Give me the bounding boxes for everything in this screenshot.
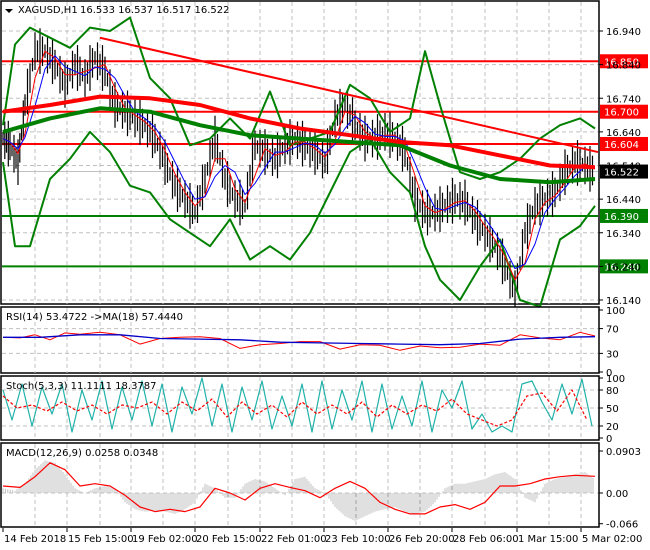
triangle-down-icon[interactable] <box>5 9 13 13</box>
bollinger-lower <box>2 130 596 308</box>
macd-series <box>2 460 596 521</box>
axis-label: 16.840 <box>606 61 641 72</box>
chart-header: XAGUSD,H1 16.533 16.537 16.517 16.522 <box>5 5 230 16</box>
symbol-label: XAGUSD,H1 <box>18 5 78 16</box>
axis-label: 16.540 <box>606 162 641 173</box>
time-label: 19 Feb 02:00 <box>132 534 198 545</box>
axis-label: 20 <box>606 422 619 433</box>
rsi-series <box>2 331 596 351</box>
level-tag <box>600 208 648 223</box>
price-axis: 16.940 16.840 16.740 16.640 16.540 16.440 16.3… <box>599 27 641 307</box>
axis-label: 16.140 <box>606 296 641 307</box>
level-tag <box>600 136 648 151</box>
axis-label: 30 <box>606 349 619 360</box>
time-label: 20 Feb 15:00 <box>196 534 262 545</box>
time-label: 14 Feb 2018 <box>4 534 66 545</box>
macd-label: MACD(12,26,9) 0.0258 0.0348 <box>6 448 158 459</box>
time-label: 28 Feb 06:00 <box>453 534 519 545</box>
axis-label: 16.640 <box>606 128 641 139</box>
axis-label: 70 <box>606 325 619 336</box>
macd-panel[interactable]: 0.0903 0.00 -0.066 MACD(12,26,9) 0.0258 0.… <box>0 442 641 531</box>
axis-label: 100 <box>606 374 625 385</box>
axis-label: 16.340 <box>606 229 641 240</box>
level-label: 16.700 <box>604 108 639 119</box>
time-label: 23 Feb 10:00 <box>325 534 391 545</box>
axis-label: 16.440 <box>606 195 641 206</box>
sma-red-thick <box>2 94 596 170</box>
sma-green-thick <box>2 106 596 185</box>
level-label: 16.604 <box>604 140 639 151</box>
axis-label: 16.940 <box>606 27 641 38</box>
time-label: 5 Mar 02:00 <box>582 534 642 545</box>
rsi-ma-line <box>3 334 596 346</box>
level-tag <box>600 104 648 119</box>
ma-red-thin <box>2 50 596 281</box>
time-label: 26 Feb 20:00 <box>389 534 455 545</box>
ohlc-values: 16.533 16.537 16.517 16.522 <box>80 5 230 16</box>
axis-label: 0 <box>606 434 612 445</box>
current-price-tag <box>600 164 648 179</box>
level-tag <box>600 259 648 274</box>
current-price-label: 16.522 <box>604 168 639 179</box>
ma-blue-thin <box>2 55 595 270</box>
rsi-axis: 100 70 30 0 <box>599 306 625 379</box>
macd-axis: 0.0903 0.00 -0.066 <box>599 447 641 531</box>
rsi-label: RSI(14) 53.4722 ->MA(18) 57.4440 <box>6 312 183 323</box>
level-label: 16.390 <box>604 212 639 223</box>
stoch-main-line <box>2 377 593 433</box>
level-label: 16.240 <box>604 262 639 273</box>
axis-label: 0.0903 <box>606 447 641 458</box>
axis-label: 0.00 <box>606 489 628 500</box>
rsi-grid <box>2 308 598 373</box>
axis-label: 16.740 <box>606 94 641 105</box>
level-label: 16.850 <box>604 57 639 68</box>
price-series <box>2 16 599 317</box>
trendline[interactable] <box>99 36 599 154</box>
stoch-series <box>2 377 593 433</box>
axis-label: 16.240 <box>606 262 641 273</box>
axis-label: 100 <box>606 306 625 317</box>
axis-label: -0.066 <box>606 520 638 531</box>
axis-label: 80 <box>606 386 619 397</box>
macd-signal-line <box>2 462 596 515</box>
level-tag <box>600 54 648 69</box>
axis-label: 50 <box>606 404 619 415</box>
axis-label: 0 <box>606 368 612 379</box>
price-panel[interactable]: 16.850 16.700 16.604 16.390 16.240 16.522 16.… <box>0 0 648 317</box>
time-label: 1 Mar 15:00 <box>518 534 578 545</box>
rsi-panel[interactable]: 100 70 30 0 RSI(14) 53.4722 ->MA(18) 57.444… <box>0 306 625 379</box>
stoch-label: Stoch(5,3,3) 11.1111 18.3787 <box>6 381 157 392</box>
time-label: 15 Feb 15:00 <box>68 534 134 545</box>
time-label: 22 Feb 01:00 <box>261 534 327 545</box>
